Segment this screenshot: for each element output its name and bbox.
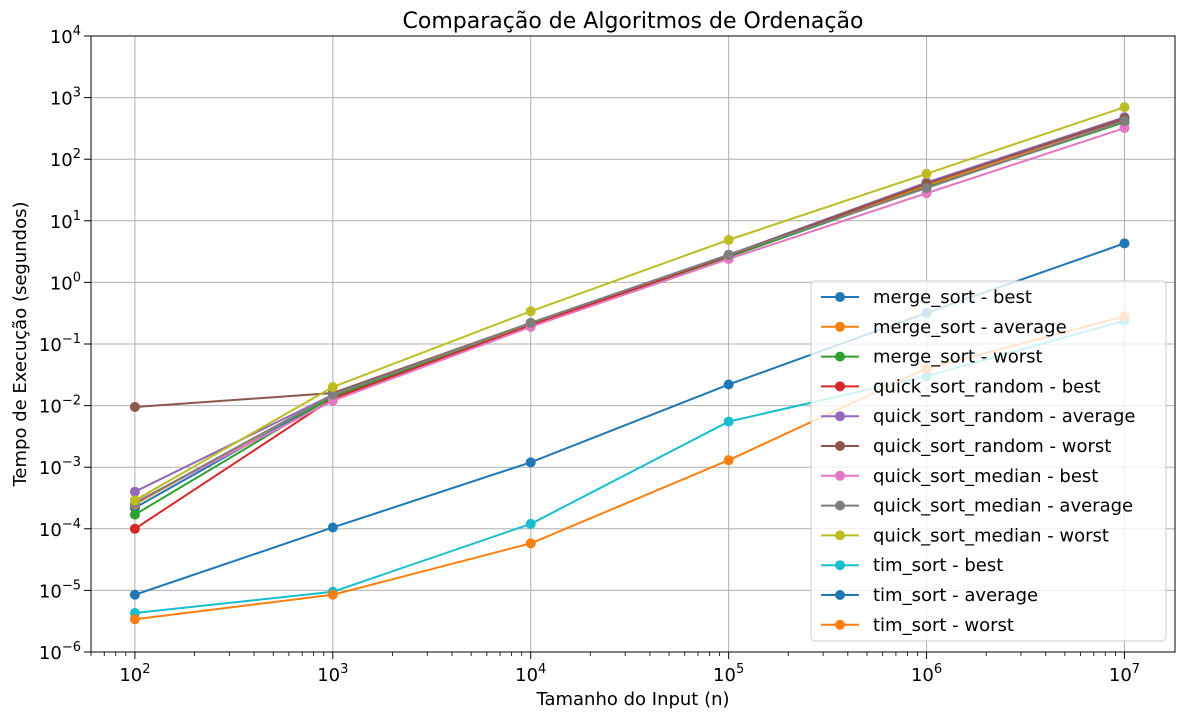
- axes: 102 103 104 105 106 107 10−6 10−5 10−4 10−3 10−2 10…: [39, 24, 1140, 686]
- legend-box: [810, 280, 1167, 642]
- y-tick-label: 10−3: [39, 455, 81, 479]
- y-tick-label: 102: [50, 147, 81, 171]
- y-tick-label: 10−4: [39, 517, 81, 541]
- data-point: [327, 389, 338, 400]
- legend-swatch-marker: [835, 500, 845, 511]
- data-point: [921, 183, 932, 194]
- data-point: [525, 538, 536, 549]
- data-point: [723, 234, 734, 245]
- legend-label: quick_sort_random - average: [873, 406, 1135, 427]
- x-tick-label: 103: [317, 662, 348, 686]
- data-point: [1119, 238, 1130, 249]
- x-tick-label: 107: [1109, 662, 1140, 686]
- data-point: [525, 306, 536, 317]
- data-point: [129, 509, 140, 520]
- series-line: [134, 127, 1125, 504]
- data-point: [723, 249, 734, 260]
- data-point: [327, 589, 338, 600]
- x-tick-label: 104: [515, 662, 546, 686]
- y-tick-label: 10−2: [39, 394, 81, 418]
- y-tick-label: 10−1: [39, 332, 81, 356]
- legend-label: quick_sort_median - average: [873, 496, 1133, 517]
- legend-swatch-marker: [835, 470, 845, 481]
- legend-swatch-marker: [835, 590, 845, 600]
- data-point: [327, 382, 338, 393]
- data-point: [129, 614, 140, 625]
- legend-swatch-marker: [835, 321, 845, 332]
- legend-label: merge_sort - worst: [873, 347, 1043, 368]
- y-tick-label: 10−5: [39, 578, 81, 602]
- legend-swatch-marker: [835, 292, 845, 302]
- chart-title: Comparação de Algoritmos de Ordenação: [403, 9, 864, 34]
- data-point: [327, 522, 338, 533]
- legend-swatch-marker: [835, 530, 845, 541]
- y-tick-label: 101: [50, 209, 81, 233]
- x-tick-label: 106: [911, 662, 942, 686]
- legend-swatch-marker: [835, 619, 845, 630]
- data-point: [723, 379, 734, 390]
- data-point: [129, 486, 140, 497]
- legend-label: tim_sort - average: [873, 585, 1038, 606]
- data-point: [129, 401, 140, 412]
- y-tick-label: 104: [50, 24, 81, 48]
- data-point: [129, 495, 140, 506]
- series-line: [134, 119, 1125, 505]
- y-tick-label: 100: [50, 270, 81, 294]
- legend-swatch-marker: [835, 560, 845, 571]
- legend-label: quick_sort_median - best: [873, 466, 1098, 487]
- x-tick-label: 102: [119, 662, 150, 686]
- legend-label: quick_sort_random - worst: [873, 436, 1111, 457]
- y-tick-label: 10−6: [39, 640, 81, 664]
- data-point: [1119, 123, 1130, 134]
- x-axis-label: Tamanho do Input (n): [535, 689, 729, 710]
- data-point: [129, 523, 140, 534]
- data-point: [921, 168, 932, 179]
- data-point: [525, 317, 536, 328]
- data-point: [129, 589, 140, 600]
- data-point: [1119, 102, 1130, 113]
- legend-label: merge_sort - average: [873, 317, 1067, 338]
- legend-swatch-marker: [835, 351, 845, 362]
- data-point: [525, 457, 536, 468]
- data-point: [525, 518, 536, 529]
- data-point: [723, 416, 734, 427]
- legend-swatch-marker: [835, 441, 845, 451]
- legend-label: quick_sort_random - best: [873, 376, 1101, 397]
- data-point: [723, 455, 734, 466]
- legend-label: quick_sort_median - worst: [873, 525, 1109, 546]
- legend-swatch-marker: [835, 381, 845, 392]
- y-axis-label: Tempo de Execução (segundos): [10, 202, 31, 488]
- legend-swatch-marker: [835, 411, 845, 422]
- x-tick-label: 105: [713, 662, 744, 686]
- data-point: [1119, 115, 1130, 126]
- legend-label: merge_sort - best: [873, 287, 1032, 308]
- legend: merge_sort - best merge_sort - average mer…: [810, 280, 1167, 642]
- legend-label: tim_sort - best: [873, 555, 1003, 576]
- legend-label: tim_sort - worst: [873, 615, 1014, 636]
- series-line: [134, 106, 1125, 502]
- series-group: [129, 102, 1130, 506]
- y-tick-label: 103: [50, 86, 81, 110]
